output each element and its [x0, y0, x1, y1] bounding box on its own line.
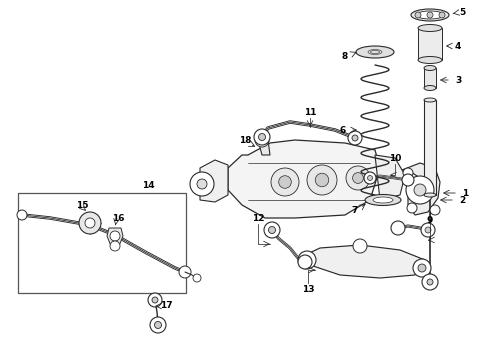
Polygon shape — [305, 245, 425, 278]
Circle shape — [79, 212, 101, 234]
Ellipse shape — [418, 24, 442, 32]
Circle shape — [148, 293, 162, 307]
Circle shape — [264, 222, 280, 238]
Circle shape — [110, 231, 120, 241]
Polygon shape — [424, 100, 436, 195]
Text: 5: 5 — [459, 8, 465, 17]
Ellipse shape — [416, 11, 444, 19]
Ellipse shape — [373, 197, 393, 203]
Text: 7: 7 — [352, 206, 358, 215]
Text: 13: 13 — [302, 285, 314, 294]
Text: 10: 10 — [389, 153, 401, 162]
Circle shape — [197, 179, 207, 189]
Text: 12: 12 — [252, 213, 264, 222]
Polygon shape — [200, 160, 228, 202]
Ellipse shape — [424, 86, 436, 90]
Text: 9: 9 — [427, 216, 433, 225]
Circle shape — [348, 131, 362, 145]
Polygon shape — [424, 68, 436, 88]
Circle shape — [85, 218, 95, 228]
Text: 2: 2 — [459, 195, 465, 204]
Ellipse shape — [411, 9, 449, 21]
Text: 16: 16 — [112, 213, 124, 222]
Polygon shape — [228, 140, 380, 218]
Circle shape — [259, 137, 265, 143]
Circle shape — [150, 317, 166, 333]
Text: 18: 18 — [239, 135, 251, 144]
Polygon shape — [418, 28, 442, 60]
Ellipse shape — [424, 193, 436, 197]
Circle shape — [17, 210, 27, 220]
Circle shape — [415, 12, 421, 18]
Circle shape — [427, 12, 433, 18]
Ellipse shape — [356, 46, 394, 58]
Circle shape — [193, 274, 201, 282]
Circle shape — [110, 241, 120, 251]
Circle shape — [407, 203, 417, 213]
Circle shape — [368, 176, 372, 180]
Text: 14: 14 — [142, 180, 154, 189]
Text: 3: 3 — [455, 76, 461, 85]
Text: 4: 4 — [455, 41, 461, 50]
Circle shape — [255, 133, 269, 147]
Circle shape — [439, 12, 445, 18]
Circle shape — [391, 221, 405, 235]
Circle shape — [353, 172, 364, 183]
Text: 15: 15 — [76, 201, 88, 210]
Circle shape — [254, 129, 270, 145]
Text: 8: 8 — [342, 51, 348, 60]
Polygon shape — [402, 163, 440, 215]
Circle shape — [414, 184, 426, 196]
Ellipse shape — [424, 66, 436, 71]
Circle shape — [421, 223, 435, 237]
Polygon shape — [107, 228, 123, 246]
Circle shape — [402, 174, 414, 186]
Text: 11: 11 — [304, 108, 316, 117]
Circle shape — [298, 255, 312, 269]
Circle shape — [403, 168, 413, 178]
Text: 1: 1 — [462, 189, 468, 198]
Circle shape — [307, 165, 337, 195]
Circle shape — [303, 256, 311, 264]
Text: 6: 6 — [340, 126, 346, 135]
Circle shape — [406, 176, 434, 204]
Circle shape — [152, 297, 158, 303]
Circle shape — [190, 172, 214, 196]
Polygon shape — [258, 140, 270, 155]
Ellipse shape — [424, 98, 436, 102]
Circle shape — [352, 135, 358, 141]
Circle shape — [427, 279, 433, 285]
Circle shape — [259, 134, 266, 140]
Circle shape — [430, 205, 440, 215]
Ellipse shape — [365, 194, 401, 206]
Circle shape — [179, 266, 191, 278]
Circle shape — [346, 166, 370, 190]
Circle shape — [279, 176, 291, 188]
Circle shape — [422, 274, 438, 290]
Circle shape — [413, 259, 431, 277]
Text: 17: 17 — [160, 301, 172, 310]
Polygon shape — [375, 155, 405, 200]
Circle shape — [271, 168, 299, 196]
Circle shape — [425, 227, 431, 233]
Circle shape — [154, 321, 162, 328]
Bar — [18, 193, 186, 293]
Circle shape — [364, 172, 376, 184]
Circle shape — [298, 251, 316, 269]
Circle shape — [315, 173, 329, 187]
Circle shape — [418, 264, 426, 272]
Circle shape — [353, 239, 367, 253]
Ellipse shape — [418, 57, 442, 63]
Circle shape — [269, 226, 275, 234]
